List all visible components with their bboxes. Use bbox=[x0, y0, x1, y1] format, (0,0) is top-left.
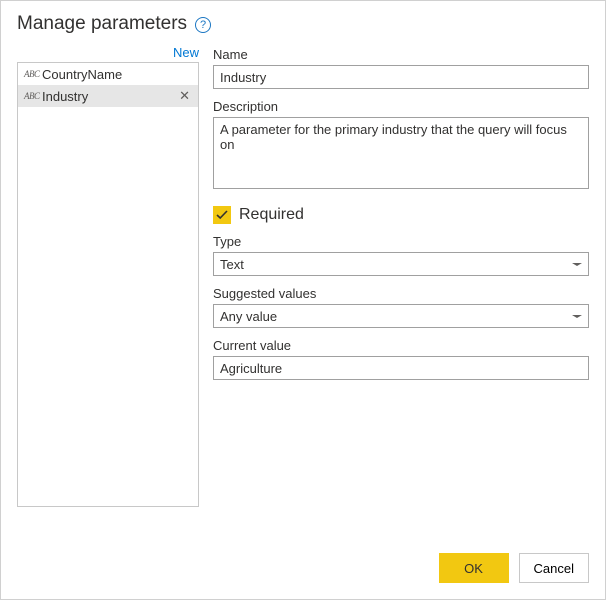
suggested-values-label: Suggested values bbox=[213, 286, 589, 301]
parameter-label: Industry bbox=[42, 89, 177, 104]
form-panel: Name Description Required Type Text Sugg… bbox=[213, 45, 589, 507]
dialog-title: Manage parameters bbox=[17, 13, 187, 35]
type-select[interactable]: Text bbox=[213, 252, 589, 276]
required-checkbox[interactable] bbox=[213, 206, 231, 224]
dialog-header: Manage parameters ? bbox=[17, 13, 589, 35]
help-icon[interactable]: ? bbox=[195, 17, 211, 33]
required-label: Required bbox=[239, 206, 304, 224]
type-label: Type bbox=[213, 234, 589, 249]
description-label: Description bbox=[213, 99, 589, 114]
parameter-label: CountryName bbox=[42, 67, 192, 82]
description-input[interactable] bbox=[213, 117, 589, 189]
name-input[interactable] bbox=[213, 65, 589, 89]
type-value: Text bbox=[220, 257, 244, 272]
suggested-values-select[interactable]: Any value bbox=[213, 304, 589, 328]
checkmark-icon bbox=[216, 209, 228, 221]
parameter-list: ABC CountryName ABC Industry ✕ bbox=[17, 62, 199, 507]
name-label: Name bbox=[213, 47, 589, 62]
parameter-item-countryname[interactable]: ABC CountryName bbox=[18, 63, 198, 85]
sidebar: New ABC CountryName ABC Industry ✕ bbox=[17, 45, 199, 507]
new-parameter-link[interactable]: New bbox=[173, 45, 199, 60]
cancel-button[interactable]: Cancel bbox=[519, 553, 589, 583]
chevron-down-icon bbox=[572, 263, 582, 266]
parameter-item-industry[interactable]: ABC Industry ✕ bbox=[18, 85, 198, 107]
text-type-icon: ABC bbox=[24, 91, 42, 101]
current-value-label: Current value bbox=[213, 338, 589, 353]
dialog-content: New ABC CountryName ABC Industry ✕ Name … bbox=[17, 45, 589, 507]
delete-parameter-icon[interactable]: ✕ bbox=[177, 88, 192, 104]
ok-button[interactable]: OK bbox=[439, 553, 509, 583]
text-type-icon: ABC bbox=[24, 69, 42, 79]
current-value-input[interactable] bbox=[213, 356, 589, 380]
suggested-values-value: Any value bbox=[220, 309, 277, 324]
chevron-down-icon bbox=[572, 315, 582, 318]
dialog-footer: OK Cancel bbox=[439, 553, 589, 583]
required-row: Required bbox=[213, 206, 589, 224]
manage-parameters-dialog: Manage parameters ? New ABC CountryName … bbox=[0, 0, 606, 600]
